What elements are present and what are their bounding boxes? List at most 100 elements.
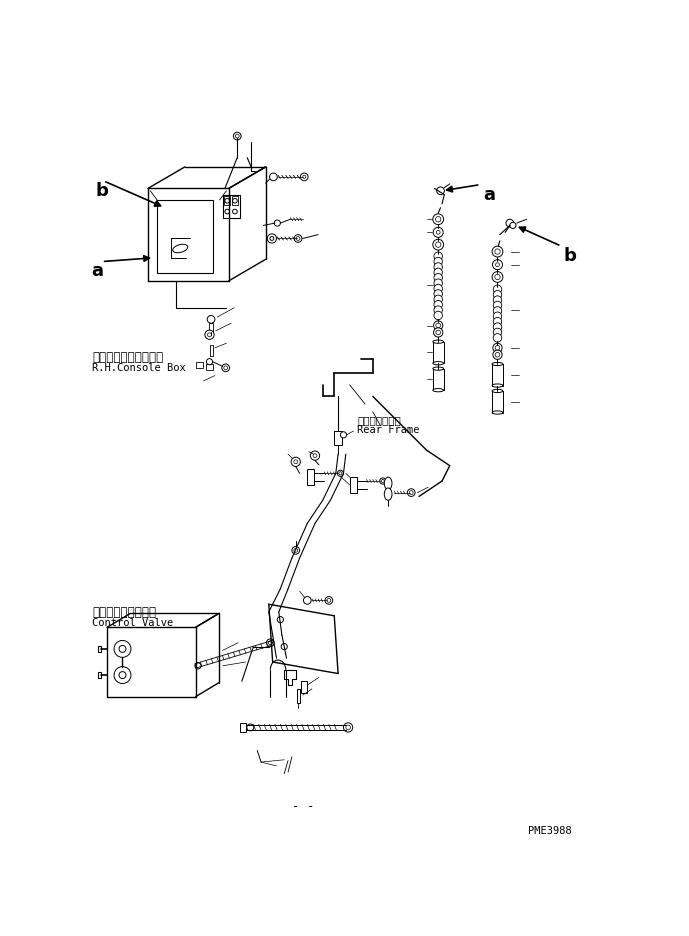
Circle shape: [325, 597, 333, 605]
Ellipse shape: [433, 341, 444, 344]
Circle shape: [274, 221, 280, 227]
Bar: [209, 324, 214, 333]
Bar: [492, 365, 503, 387]
Circle shape: [493, 329, 502, 337]
Circle shape: [434, 269, 442, 277]
Circle shape: [434, 285, 442, 294]
Circle shape: [492, 272, 503, 283]
Circle shape: [433, 228, 443, 238]
Circle shape: [493, 318, 502, 327]
Ellipse shape: [492, 390, 503, 393]
Ellipse shape: [433, 368, 444, 371]
Circle shape: [436, 231, 440, 235]
Circle shape: [493, 302, 502, 311]
Circle shape: [234, 133, 241, 140]
Text: Rear Frame: Rear Frame: [358, 425, 420, 434]
Circle shape: [207, 333, 212, 337]
Circle shape: [407, 490, 415, 497]
Circle shape: [224, 367, 227, 371]
Circle shape: [303, 597, 311, 605]
Circle shape: [435, 217, 441, 223]
Circle shape: [291, 458, 300, 467]
Circle shape: [195, 663, 201, 669]
Circle shape: [434, 296, 442, 304]
Circle shape: [380, 478, 386, 485]
Circle shape: [267, 639, 274, 647]
Circle shape: [495, 346, 500, 351]
Ellipse shape: [384, 477, 392, 490]
Bar: [349, 477, 357, 493]
Circle shape: [381, 480, 384, 483]
Circle shape: [493, 285, 502, 294]
Circle shape: [294, 548, 298, 552]
Circle shape: [437, 188, 444, 196]
Circle shape: [292, 547, 300, 555]
Circle shape: [313, 454, 317, 458]
Circle shape: [493, 313, 502, 321]
Circle shape: [493, 260, 502, 271]
Circle shape: [434, 312, 442, 320]
Text: R.H.Console Box: R.H.Console Box: [92, 362, 186, 373]
Circle shape: [495, 250, 500, 255]
Circle shape: [114, 666, 131, 684]
Circle shape: [434, 290, 442, 299]
Text: 右コンソールボックス: 右コンソールボックス: [92, 351, 164, 364]
Bar: [301, 681, 307, 693]
Circle shape: [493, 324, 502, 332]
Text: リヤーフレーム: リヤーフレーム: [358, 415, 401, 425]
Circle shape: [495, 353, 500, 358]
Ellipse shape: [492, 363, 503, 366]
Circle shape: [310, 451, 320, 461]
Circle shape: [233, 199, 237, 204]
Bar: [157, 201, 213, 274]
Circle shape: [207, 359, 213, 365]
Bar: [223, 196, 240, 218]
Circle shape: [434, 274, 442, 283]
Text: b: b: [564, 247, 577, 265]
Text: a: a: [483, 185, 495, 203]
Circle shape: [433, 214, 444, 226]
Circle shape: [269, 641, 272, 645]
Circle shape: [247, 724, 254, 731]
Circle shape: [433, 240, 444, 251]
Circle shape: [236, 135, 239, 139]
Bar: [205, 365, 214, 371]
Circle shape: [493, 297, 502, 305]
Ellipse shape: [173, 245, 187, 254]
Text: PME3988: PME3988: [528, 826, 572, 835]
Circle shape: [205, 330, 214, 340]
Circle shape: [435, 242, 441, 248]
Circle shape: [434, 258, 442, 267]
Circle shape: [338, 471, 344, 477]
Circle shape: [270, 238, 274, 241]
Bar: [98, 672, 101, 679]
Bar: [433, 343, 444, 364]
Circle shape: [302, 176, 306, 179]
Circle shape: [436, 324, 440, 329]
Bar: [492, 391, 503, 413]
Bar: [433, 369, 444, 390]
Circle shape: [495, 275, 500, 281]
Circle shape: [340, 432, 347, 438]
Circle shape: [492, 247, 503, 257]
Circle shape: [344, 723, 353, 732]
Circle shape: [296, 238, 300, 241]
Text: a: a: [92, 261, 104, 280]
Text: Control Valve: Control Valve: [92, 617, 174, 627]
Circle shape: [510, 223, 516, 229]
Circle shape: [119, 646, 126, 652]
Ellipse shape: [492, 412, 503, 415]
Bar: [296, 689, 300, 703]
Bar: [224, 197, 230, 206]
Circle shape: [436, 330, 440, 335]
Circle shape: [327, 599, 331, 603]
Circle shape: [269, 174, 277, 182]
Circle shape: [119, 672, 126, 679]
Text: b: b: [96, 182, 108, 199]
Circle shape: [225, 199, 229, 204]
Circle shape: [493, 344, 502, 353]
Circle shape: [434, 263, 442, 272]
Bar: [98, 646, 101, 652]
Bar: [232, 197, 238, 206]
Circle shape: [434, 306, 442, 315]
